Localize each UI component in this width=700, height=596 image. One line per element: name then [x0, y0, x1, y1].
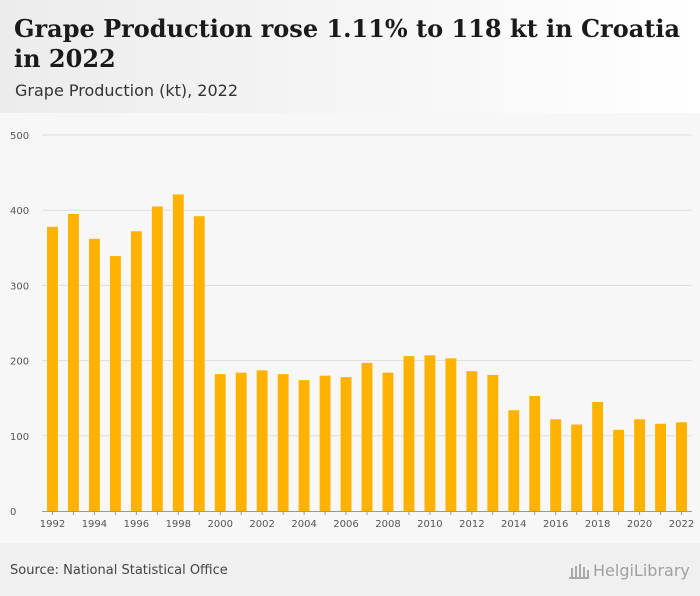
bar: [340, 377, 352, 511]
bar: [424, 355, 436, 511]
chart-title: Grape Production rose 1.11% to 118 kt in…: [14, 14, 681, 73]
bar: [214, 374, 226, 511]
x-tick-label: 1998: [166, 519, 191, 530]
bar-chart: 0 100 200 300 400 500 1992 1994 1996 1998 2000 2002…: [0, 113, 700, 543]
x-tick-label: 2020: [627, 519, 652, 530]
bar: [130, 231, 142, 512]
bar: [529, 395, 541, 511]
bar: [256, 370, 268, 511]
x-tick-label: 1994: [82, 519, 107, 530]
x-tick-label: 1992: [40, 519, 65, 530]
bar: [613, 429, 625, 511]
helgi-library-logo[interactable]: HelgiLibrary: [568, 561, 690, 580]
y-tick-label: 400: [10, 206, 29, 217]
bar: [445, 358, 457, 511]
y-tick-label: 500: [10, 131, 29, 142]
bar: [403, 356, 415, 511]
bar: [655, 423, 666, 511]
bar: [550, 419, 562, 511]
bar: [47, 226, 58, 511]
y-tick-label: 0: [10, 507, 16, 518]
bar: [68, 213, 79, 511]
x-tick-label: 2016: [543, 519, 568, 530]
bar: [298, 380, 310, 511]
bar: [487, 374, 499, 511]
bar: [319, 375, 331, 511]
bar: [571, 424, 583, 511]
bar: [88, 238, 100, 511]
logo-text: HelgiLibrary: [593, 561, 690, 580]
bar: [235, 372, 247, 511]
bar: [193, 216, 205, 511]
bar: [361, 362, 373, 511]
x-tick-label: 2008: [375, 519, 400, 530]
bar: [382, 372, 394, 511]
x-tick-label: 2012: [459, 519, 484, 530]
bar: [508, 410, 520, 511]
x-tick-label: 2006: [333, 519, 358, 530]
x-tick-label: 2022: [669, 519, 694, 530]
bar: [172, 194, 184, 511]
bar: [151, 206, 163, 511]
y-tick-label: 200: [10, 357, 29, 368]
chart-subtitle: Grape Production (kt), 2022: [15, 81, 238, 100]
bar: [676, 422, 687, 511]
x-tick-label: 2002: [249, 519, 274, 530]
bar: [592, 401, 604, 511]
chart-header: Grape Production rose 1.11% to 118 kt in…: [0, 0, 700, 113]
library-building-icon: [569, 563, 589, 579]
bar: [634, 419, 646, 511]
bar: [109, 256, 121, 511]
x-tick-label: 2010: [417, 519, 442, 530]
bar: [277, 374, 289, 511]
source-note: Source: National Statistical Office: [10, 563, 228, 578]
y-tick-label: 300: [10, 281, 29, 292]
x-tick-label: 2018: [585, 519, 610, 530]
y-tick-label: 100: [10, 432, 29, 443]
x-tick-label: 2000: [207, 519, 232, 530]
x-tick-label: 2014: [501, 519, 526, 530]
x-tick-label: 2004: [291, 519, 316, 530]
bar: [466, 371, 478, 511]
x-tick-label: 1996: [124, 519, 149, 530]
